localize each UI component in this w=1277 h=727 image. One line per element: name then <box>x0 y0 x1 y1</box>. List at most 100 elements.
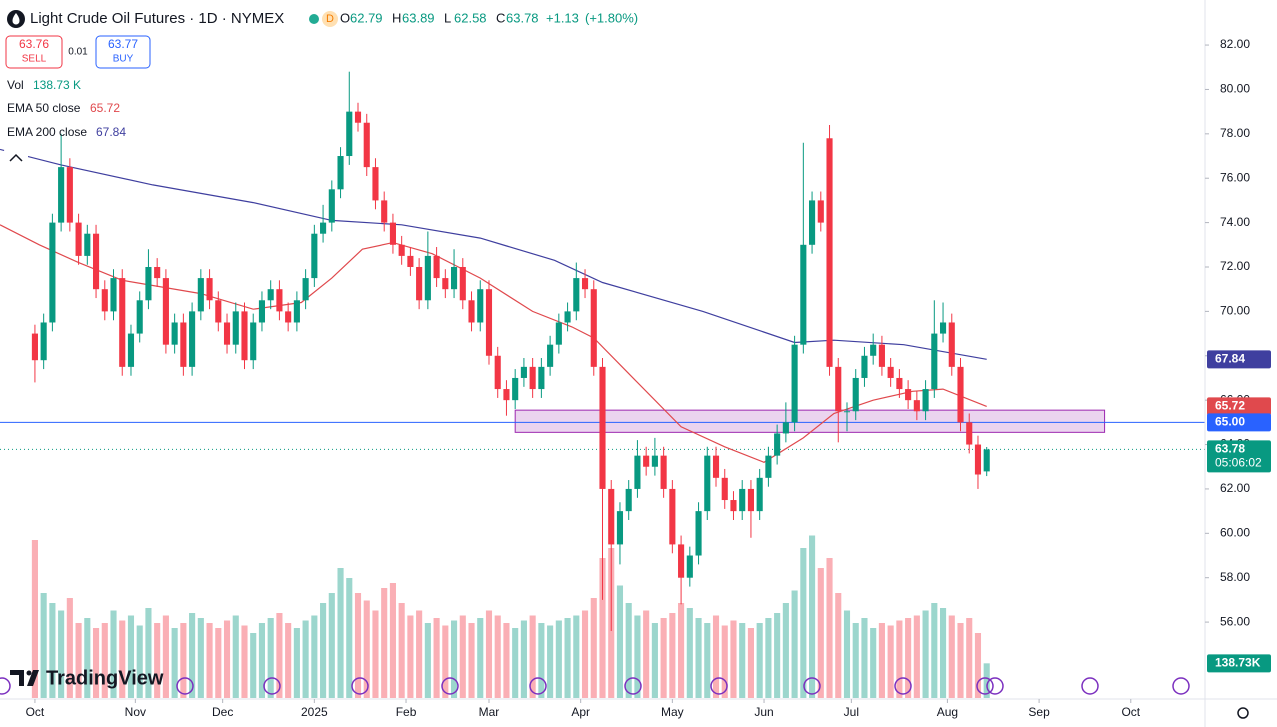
volume-bar <box>861 618 868 698</box>
candle-body <box>625 488 632 512</box>
candle-body <box>189 311 196 367</box>
volume-bar <box>101 623 108 698</box>
candle-body <box>573 278 580 312</box>
candle-body <box>512 377 519 401</box>
volume-bar <box>31 540 38 698</box>
candle-body <box>756 477 763 512</box>
volume-bar <box>468 623 475 698</box>
candle-body <box>835 366 842 412</box>
candle-body <box>887 366 894 378</box>
volume-bar <box>424 623 431 698</box>
candle-body <box>800 244 807 345</box>
candle-body <box>870 344 877 356</box>
x-tick-label: 2025 <box>301 705 328 719</box>
volume-bar <box>398 603 405 698</box>
volume-bar <box>756 623 763 698</box>
interval-badge-bg <box>322 11 338 27</box>
candle-body <box>730 500 737 512</box>
volume-bar <box>573 615 580 698</box>
countdown: 05:06:02 <box>1215 456 1262 470</box>
ema50-badge: 65.72 <box>1215 399 1245 413</box>
candle-body <box>215 300 222 323</box>
candle-body <box>826 138 833 367</box>
change: +1.13 <box>546 10 579 25</box>
volume-bar <box>311 615 318 698</box>
volume-bar <box>503 623 510 698</box>
candle-body <box>581 278 589 290</box>
candle-body <box>957 366 964 423</box>
volume-bar <box>494 615 501 698</box>
volume-bar <box>957 623 964 698</box>
volume-bar <box>739 623 746 698</box>
volume-bar <box>678 603 685 698</box>
volume-bar <box>809 535 816 698</box>
candle-body <box>555 322 562 345</box>
x-tick-label: Jun <box>754 705 773 719</box>
volume-bar <box>293 628 300 698</box>
settings-icon[interactable] <box>1237 707 1249 719</box>
last-price-badge: 63.78 <box>1215 442 1245 456</box>
candle-body <box>110 278 117 312</box>
volume-bar <box>625 603 632 698</box>
volume-bar <box>136 625 143 698</box>
volume-bar <box>206 623 213 698</box>
candle-body <box>162 278 169 345</box>
volume-bar <box>704 623 711 698</box>
candle-body <box>608 488 615 545</box>
candle-body <box>966 422 973 445</box>
spread: 0.01 <box>68 47 88 58</box>
ohlc-label: H <box>392 10 401 25</box>
volume-bar <box>817 568 824 698</box>
volume-bar <box>258 623 266 698</box>
volume-bar <box>285 623 292 698</box>
candle-body <box>520 366 527 378</box>
candle-body <box>468 300 475 323</box>
volume-bar <box>75 623 82 698</box>
ema200-legend-value: 67.84 <box>96 125 126 139</box>
sell-button[interactable] <box>5 35 63 69</box>
candle-body <box>127 333 135 367</box>
volume-bar <box>765 618 772 698</box>
candle-body <box>651 455 658 467</box>
volume-bar <box>223 620 231 698</box>
candle-body <box>485 289 493 356</box>
x-tick-label: Oct <box>1121 705 1140 719</box>
volume-bar <box>555 620 562 698</box>
candle-body <box>119 278 126 367</box>
volume-bar <box>180 623 187 698</box>
volume-bar <box>162 615 169 698</box>
ema50-badge-bg <box>1207 397 1271 416</box>
status-dot <box>309 14 319 24</box>
volume-bar <box>433 618 440 698</box>
volume-bar <box>826 558 833 698</box>
y-tick-label: 60.00 <box>1220 525 1250 539</box>
collapse-button[interactable] <box>4 148 28 168</box>
x-tick-label: Dec <box>212 705 233 719</box>
candle-body <box>451 266 458 290</box>
volume-bar <box>197 618 204 698</box>
candle-body <box>704 455 711 512</box>
volume-bar <box>712 615 720 698</box>
volume-bar <box>363 600 370 698</box>
candle-body <box>328 189 335 223</box>
candle-body <box>843 411 851 413</box>
volume-bar <box>695 618 702 698</box>
ema200-badge: 67.84 <box>1215 351 1245 365</box>
volume-bar <box>721 625 728 698</box>
candle-body <box>250 322 257 361</box>
candle-body <box>285 311 292 323</box>
x-tick-label: Aug <box>937 705 958 719</box>
candle-body <box>381 200 388 223</box>
candle-body <box>311 233 318 279</box>
buy-button[interactable] <box>95 35 151 69</box>
candle-body <box>634 455 641 489</box>
volume-bar <box>320 603 327 698</box>
candle-body <box>896 377 903 390</box>
ohlc-label: O <box>340 10 350 25</box>
candle-body <box>407 255 414 267</box>
hline-badge: 65.00 <box>1215 415 1245 429</box>
candle-body <box>948 322 955 367</box>
candle-body <box>337 156 344 190</box>
volume-bar <box>145 608 152 698</box>
